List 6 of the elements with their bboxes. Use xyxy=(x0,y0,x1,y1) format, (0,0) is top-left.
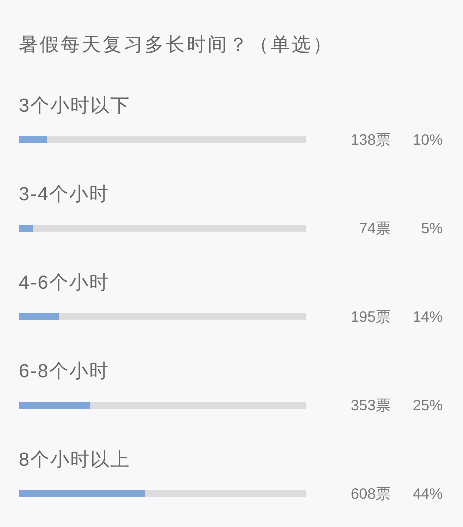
annotation: 74票 xyxy=(359,220,391,238)
annotation: 138票 xyxy=(350,132,391,149)
annotation: 195票 xyxy=(350,309,391,326)
annotation: 608票 xyxy=(350,486,391,503)
annotation: 353票 xyxy=(350,398,391,414)
title: 暑假每天复习多长时间？（单选） xyxy=(19,35,334,56)
